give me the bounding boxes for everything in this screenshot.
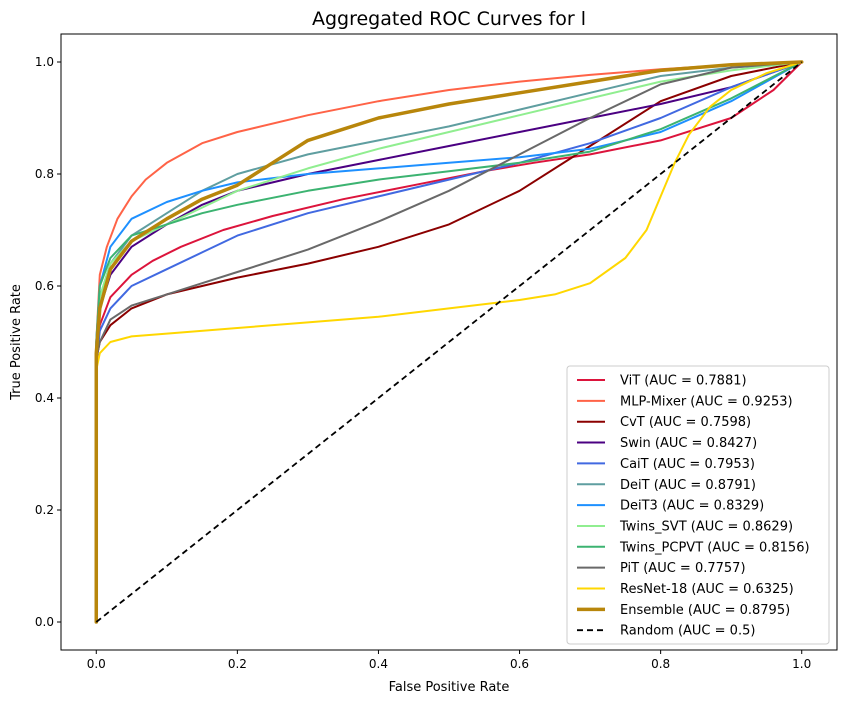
legend-label: Ensemble (AUC = 0.8795) bbox=[620, 603, 790, 618]
series-line-ensemble bbox=[94, 60, 804, 624]
x-tick-label: 0.6 bbox=[510, 657, 529, 671]
x-axis-label: False Positive Rate bbox=[389, 680, 510, 695]
legend: ViT (AUC = 0.7881) MLP-Mixer (AUC = 0.925… bbox=[566, 365, 830, 645]
legend-label: CaiT (AUC = 0.7953) bbox=[620, 457, 755, 472]
legend-label: Twins_SVT (AUC = 0.8629) bbox=[619, 519, 793, 534]
legend-label: PiT (AUC = 0.7757) bbox=[620, 561, 746, 576]
y-tick-label: 0.6 bbox=[35, 279, 54, 293]
series-line-cvt bbox=[95, 61, 803, 623]
series-line-mlp-mixer bbox=[95, 61, 803, 623]
x-tick-label: 0.2 bbox=[228, 657, 247, 671]
plot-area bbox=[94, 60, 804, 624]
y-axis-label: True Positive Rate bbox=[9, 284, 24, 401]
y-tick-label: 0.4 bbox=[35, 391, 54, 405]
plot-frame bbox=[60, 33, 838, 651]
x-tick-label: 0.8 bbox=[651, 657, 670, 671]
series-line-random bbox=[95, 61, 803, 623]
legend-label: ViT (AUC = 0.7881) bbox=[620, 374, 747, 389]
y-tick-label: 0.8 bbox=[35, 167, 54, 181]
series-line-resnet-18 bbox=[95, 61, 803, 623]
x-axis-ticks: 0.0 0.2 0.4 0.6 0.8 1.0 bbox=[87, 650, 811, 671]
legend-label: ResNet-18 (AUC = 0.6325) bbox=[620, 582, 794, 597]
chart-title: Aggregated ROC Curves for l bbox=[312, 8, 586, 30]
legend-label: DeiT (AUC = 0.8791) bbox=[620, 478, 756, 493]
legend-label: Twins_PCPVT (AUC = 0.8156) bbox=[619, 540, 810, 555]
x-tick-label: 1.0 bbox=[792, 657, 811, 671]
legend-label: CvT (AUC = 0.7598) bbox=[620, 415, 751, 430]
x-tick-label: 0.4 bbox=[369, 657, 388, 671]
series-line-pit bbox=[95, 61, 803, 623]
legend-box bbox=[566, 365, 830, 645]
legend-label: MLP-Mixer (AUC = 0.9253) bbox=[620, 394, 793, 409]
x-tick-label: 0.0 bbox=[87, 657, 106, 671]
legend-label: Swin (AUC = 0.8427) bbox=[620, 436, 757, 451]
y-axis-ticks: 0.0 0.2 0.4 0.6 0.8 1.0 bbox=[35, 55, 61, 629]
legend-label: Random (AUC = 0.5) bbox=[620, 624, 755, 639]
series-line-twins-pcpvt bbox=[95, 61, 803, 623]
series-line-cait bbox=[95, 61, 803, 623]
series-line-twins-svt bbox=[95, 61, 803, 623]
series-line-vit bbox=[95, 61, 803, 623]
legend-label: DeiT3 (AUC = 0.8329) bbox=[620, 499, 764, 514]
y-tick-label: 0.2 bbox=[35, 503, 54, 517]
y-tick-label: 1.0 bbox=[35, 55, 54, 69]
y-tick-label: 0.0 bbox=[35, 615, 54, 629]
